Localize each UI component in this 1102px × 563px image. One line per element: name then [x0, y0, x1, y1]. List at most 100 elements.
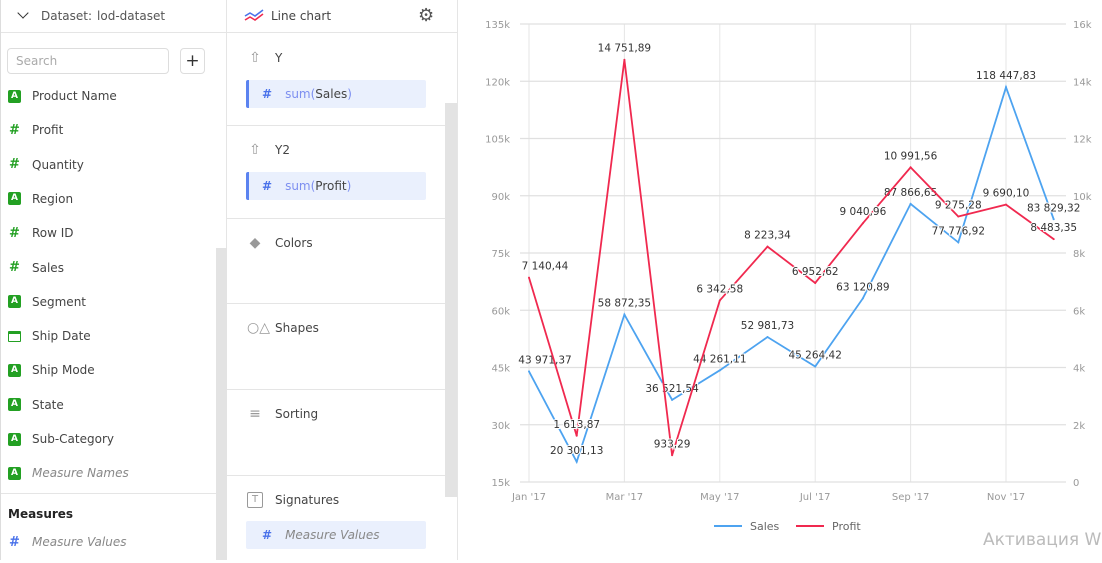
string-type-icon: A	[8, 192, 21, 206]
string-type-icon: A	[8, 295, 21, 309]
data-point	[909, 166, 912, 169]
section-title: Shapes	[275, 321, 319, 335]
field-label: Profit	[32, 123, 64, 138]
dataset-header[interactable]: Dataset: lod-dataset	[1, 0, 226, 33]
windows-activation-watermark: Активация Wi	[983, 530, 1102, 550]
data-label: 87 866,65	[884, 187, 937, 199]
data-point	[957, 215, 960, 218]
line-chart: 15k 30k 45k 60k 75k 90k 105k 120k 135k 0 2k 4k 6k 8k 1…	[485, 20, 1092, 533]
calendar-icon	[8, 330, 21, 342]
chevron-down-icon[interactable]	[17, 7, 29, 19]
y-left-tick-label: 45k	[491, 364, 510, 375]
data-label: 63 120,89	[836, 281, 889, 293]
y-right-tick-label: 6k	[1073, 306, 1085, 317]
agg-prefix: sum(	[285, 87, 316, 101]
section-y2: ⇧ Y2 # sum(Profit)	[227, 126, 445, 219]
section-signatures[interactable]: T Signatures # Measure Values	[227, 476, 445, 560]
agg-prefix: sum(	[285, 179, 316, 193]
arrow-up-icon: ⇧	[249, 142, 261, 158]
section-sorting[interactable]: ≡ Sorting	[227, 390, 445, 476]
legend-item-profit: Profit	[832, 520, 861, 533]
data-point	[1005, 86, 1007, 89]
field-pill-measure-values[interactable]: # Measure Values	[246, 521, 426, 549]
gear-icon[interactable]: ⚙	[418, 5, 435, 26]
string-type-icon: A	[8, 432, 21, 446]
field-profit[interactable]: # Profit	[8, 120, 63, 140]
data-point	[861, 222, 864, 225]
paint-bucket-icon: ◆	[249, 235, 261, 251]
y-right-tick-label: 14k	[1073, 77, 1092, 88]
line-chart-icon	[244, 9, 264, 21]
string-type-icon: A	[8, 363, 21, 377]
field-label: Region	[32, 191, 74, 206]
number-type-icon: #	[9, 225, 20, 241]
field-product-name[interactable]: A Product Name	[8, 86, 117, 106]
field-quantity[interactable]: # Quantity	[8, 155, 84, 175]
field-label: Sub-Category	[32, 432, 114, 446]
dataset-name[interactable]: lod-dataset	[97, 9, 166, 23]
data-point	[957, 241, 960, 244]
data-label: 58 872,35	[598, 298, 651, 310]
x-tick-label: Nov '17	[987, 492, 1025, 503]
y-right-tick-label: 2k	[1073, 421, 1085, 432]
y-right-tick-label: 12k	[1073, 135, 1092, 146]
dataset-label: Dataset:	[41, 9, 93, 23]
field-sub-category[interactable]: A Sub-Category	[8, 429, 114, 449]
field-row-id[interactable]: # Row ID	[8, 223, 74, 243]
y-left-tick-label: 30k	[491, 421, 510, 432]
section-y: ⇧ Y # sum(Sales)	[227, 34, 445, 126]
field-measure-values[interactable]: # Measure Values	[8, 532, 126, 552]
field-label: Segment	[32, 294, 86, 309]
add-field-button[interactable]: +	[180, 48, 205, 74]
data-label: 43 971,37	[518, 354, 571, 366]
y-left-tick-label: 120k	[485, 77, 510, 88]
field-label: Measure Values	[32, 535, 127, 549]
field-label: Measure Names	[32, 466, 129, 481]
search-input[interactable]: Search	[7, 48, 169, 74]
number-type-icon: #	[262, 528, 273, 542]
arrow-up-icon: ⇧	[249, 50, 261, 66]
field-pill-sum-sales[interactable]: # sum(Sales)	[246, 80, 426, 108]
section-title: Y2	[275, 143, 290, 157]
chart-type-selector[interactable]: Line chart ⚙	[227, 0, 457, 33]
section-shapes[interactable]: ○△ Shapes	[227, 304, 445, 390]
y-left-tick-label: 15k	[491, 478, 510, 489]
data-point	[814, 281, 817, 284]
scrollbar[interactable]	[445, 103, 457, 497]
field-ship-date[interactable]: Ship Date	[8, 326, 91, 346]
data-label: 9 040,96	[840, 206, 887, 218]
data-label: 6 342,58	[696, 283, 743, 295]
data-label: 77 776,92	[932, 225, 985, 237]
field-pill-sum-profit[interactable]: # sum(Profit)	[246, 172, 426, 200]
x-tick-label: Mar '17	[606, 492, 644, 503]
section-colors[interactable]: ◆ Colors	[227, 219, 445, 304]
data-label: 44 261,11	[693, 353, 746, 365]
data-label: 45 264,42	[788, 349, 841, 361]
y-left-tick-label: 60k	[491, 306, 510, 317]
field-measure-names[interactable]: A Measure Names	[8, 463, 129, 483]
data-label: 52 981,73	[741, 320, 794, 332]
field-sales[interactable]: # Sales	[8, 258, 64, 278]
divider	[1, 493, 216, 494]
string-type-icon: A	[8, 398, 21, 412]
x-tick-label: May '17	[700, 492, 739, 503]
field-segment[interactable]: A Segment	[8, 292, 86, 312]
data-point	[861, 297, 864, 300]
string-type-icon: A	[8, 89, 21, 103]
y-left-tick-label: 105k	[485, 135, 510, 146]
scrollbar[interactable]	[216, 248, 227, 560]
chart-area: 15k 30k 45k 60k 75k 90k 105k 120k 135k 0 2k 4k 6k 8k 1…	[458, 0, 1102, 560]
field-state[interactable]: A State	[8, 395, 64, 415]
data-label: 8 223,34	[744, 230, 791, 242]
data-point	[909, 202, 912, 205]
chart-type-label: Line chart	[271, 9, 332, 23]
field-name: Measure Values	[285, 528, 380, 542]
field-region[interactable]: A Region	[8, 189, 73, 209]
y-right-tick-label: 0	[1073, 478, 1079, 489]
x-tick-label: Jan '17	[511, 492, 546, 503]
field-label: State	[32, 397, 64, 412]
field-label: Sales	[32, 260, 64, 275]
data-point	[718, 299, 721, 302]
field-ship-mode[interactable]: A Ship Mode	[8, 360, 95, 380]
number-type-icon: #	[9, 260, 20, 275]
